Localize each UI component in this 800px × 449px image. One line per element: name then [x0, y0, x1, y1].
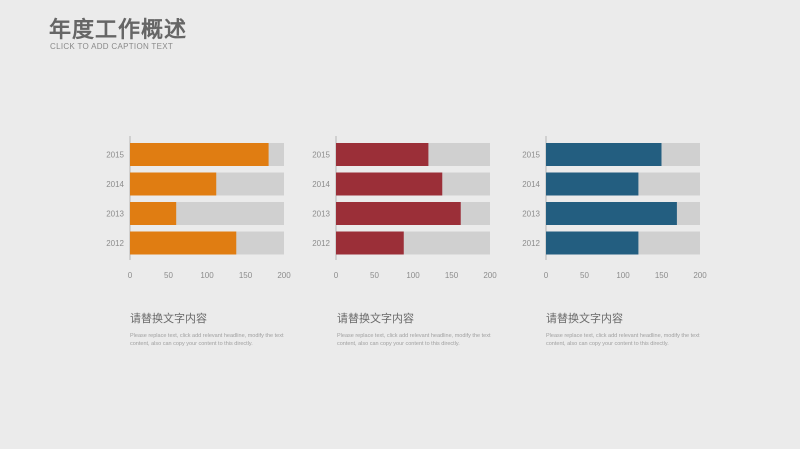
caption-block-3: 请替换文字内容 Please replace text, click add r…	[546, 310, 706, 348]
bar-2014	[130, 172, 217, 196]
category-label: 2013	[522, 210, 540, 219]
caption-block-2: 请替换文字内容 Please replace text, click add r…	[337, 310, 497, 348]
x-tick-label: 0	[544, 271, 549, 280]
x-tick-label: 150	[239, 271, 253, 280]
caption-title: 请替换文字内容	[546, 312, 623, 325]
bar-2015	[546, 143, 662, 166]
bar-chart-red: 2015 2014 2013 2012 0 50 100 150 200	[302, 130, 502, 290]
chart-svg: 2015 2014 2013 2012 0 50 100 150 200	[522, 136, 707, 280]
chart-svg: 2015 2014 2013 2012 0 50 100 150 200	[312, 136, 497, 280]
x-tick-label: 100	[406, 271, 420, 280]
category-label: 2012	[312, 239, 330, 248]
category-label: 2015	[522, 151, 540, 160]
x-tick-label: 50	[580, 271, 589, 280]
caption-block-1: 请替换文字内容 Please replace text, click add r…	[130, 310, 290, 348]
x-tick-label: 150	[655, 271, 669, 280]
x-tick-label: 200	[693, 271, 707, 280]
category-label: 2015	[106, 151, 124, 160]
page-subtitle: CLICK TO ADD CAPTION TEXT	[50, 42, 174, 51]
category-label: 2014	[106, 180, 124, 189]
x-tick-label: 50	[370, 271, 379, 280]
category-label: 2015	[312, 151, 330, 160]
x-tick-label: 200	[277, 271, 291, 280]
category-label: 2012	[522, 239, 540, 248]
x-tick-label: 50	[164, 271, 173, 280]
bar-2014	[546, 172, 639, 196]
category-label: 2013	[106, 210, 124, 219]
x-tick-label: 150	[445, 271, 459, 280]
caption-body: Please replace text, click add relevant …	[130, 333, 284, 347]
x-tick-label: 0	[128, 271, 133, 280]
bar-chart-orange: 2015 2014 2013 2012 0 50 100 150 200	[96, 130, 296, 290]
chart-svg: 2015 2014 2013 2012 0 50 100 150 200	[106, 136, 291, 280]
bar-2012	[130, 231, 237, 255]
bar-2013	[130, 202, 177, 225]
caption-title: 请替换文字内容	[337, 312, 414, 325]
bar-2013	[336, 202, 461, 225]
bar-2015	[336, 143, 429, 166]
page-title: 年度工作概述	[49, 18, 188, 43]
bar-2014	[336, 172, 443, 196]
category-label: 2012	[106, 239, 124, 248]
caption-body: Please replace text, click add relevant …	[337, 333, 491, 347]
x-tick-label: 100	[200, 271, 214, 280]
category-label: 2014	[312, 180, 330, 189]
bar-chart-blue: 2015 2014 2013 2012 0 50 100 150 200	[512, 130, 712, 290]
bar-2012	[546, 231, 639, 255]
caption-body: Please replace text, click add relevant …	[546, 333, 700, 347]
caption-title: 请替换文字内容	[130, 312, 207, 325]
x-tick-label: 0	[334, 271, 339, 280]
category-label: 2014	[522, 180, 540, 189]
x-tick-label: 100	[616, 271, 630, 280]
bar-2015	[130, 143, 269, 166]
category-label: 2013	[312, 210, 330, 219]
x-tick-label: 200	[483, 271, 497, 280]
bar-2012	[336, 231, 404, 255]
bar-2013	[546, 202, 677, 225]
